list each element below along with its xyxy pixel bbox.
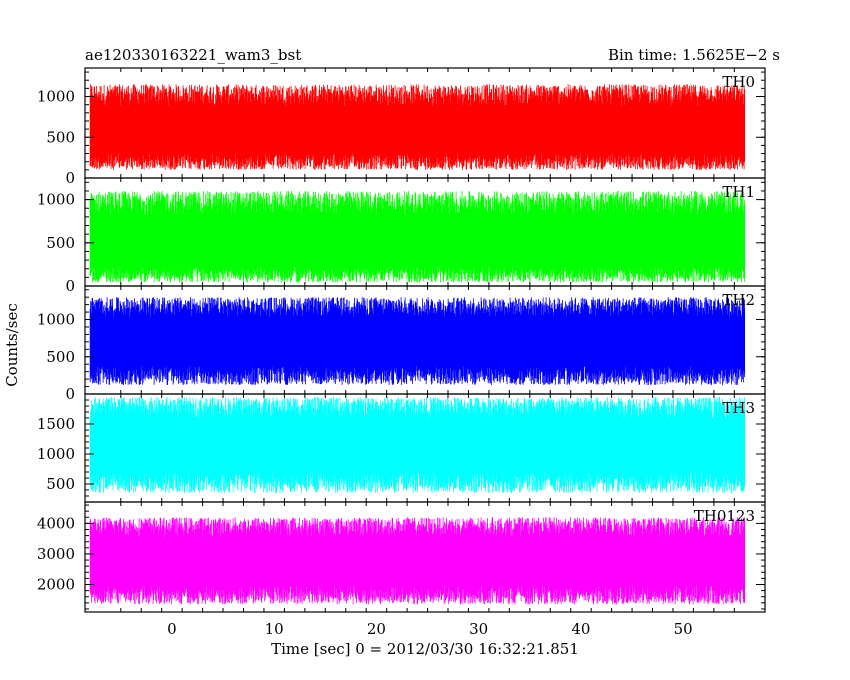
panel-label-th0123: TH0123 xyxy=(694,507,755,525)
panel-label-th1: TH1 xyxy=(722,183,755,201)
x-tick-label: 50 xyxy=(674,620,693,638)
y-tick-label: 2000 xyxy=(37,576,75,594)
panel-th2: 0 500 1000 TH2 xyxy=(37,285,766,403)
y-tick-label: 1500 xyxy=(37,415,75,433)
series-line-th2 xyxy=(89,297,745,386)
panel-label-th2: TH2 xyxy=(722,291,755,309)
y-axis-label: Counts/sec xyxy=(3,303,21,387)
panel-th0: 0 500 1000 TH0 xyxy=(37,67,766,187)
y-tick-label: 0 xyxy=(65,169,75,187)
series-line-th0 xyxy=(89,84,745,170)
series-line-th1 xyxy=(89,191,745,283)
y-tick-label: 0 xyxy=(65,385,75,403)
y-tick-label: 1000 xyxy=(37,311,75,329)
panel-th1: 0 500 1000 TH1 xyxy=(37,177,766,295)
panel-th0123: 2000 3000 4000 TH0123 xyxy=(37,501,766,613)
y-tick-label: 3000 xyxy=(37,545,75,563)
y-tick-label: 1000 xyxy=(37,191,75,209)
x-tick-label: 10 xyxy=(265,620,284,638)
panel-th3: 500 1000 1500 TH3 xyxy=(37,393,766,503)
y-tick-label: 1000 xyxy=(37,445,75,463)
x-tick-label: 0 xyxy=(167,620,177,638)
y-tick-label: 500 xyxy=(46,128,75,146)
figure-title: ae120330163221_wam3_bst xyxy=(85,46,301,64)
panel-frame xyxy=(84,501,766,613)
y-tick-label: 500 xyxy=(46,475,75,493)
series-line-th0123 xyxy=(89,517,745,605)
x-tick-label: 20 xyxy=(367,620,386,638)
y-tick-label: 500 xyxy=(46,234,75,252)
x-tick-label: 30 xyxy=(469,620,488,638)
series-line-th3 xyxy=(89,397,745,493)
x-tick-label: 40 xyxy=(571,620,590,638)
x-axis-label: Time [sec] 0 = 2012/03/30 16:32:21.851 xyxy=(271,640,579,658)
y-tick-label: 500 xyxy=(46,348,75,366)
y-tick-label: 0 xyxy=(65,277,75,295)
x-axis: 0 10 20 30 40 50 xyxy=(167,620,693,638)
panels-group: 0 500 1000 TH0 0 500 1000 TH1 0 500 1000 TH2 500 1000… xyxy=(37,67,766,613)
bin-time-label: Bin time: 1.5625E−2 s xyxy=(608,46,780,64)
y-tick-label: 4000 xyxy=(37,514,75,532)
y-tick-label: 1000 xyxy=(37,88,75,106)
panel-label-th0: TH0 xyxy=(722,73,755,91)
panel-label-th3: TH3 xyxy=(722,399,755,417)
